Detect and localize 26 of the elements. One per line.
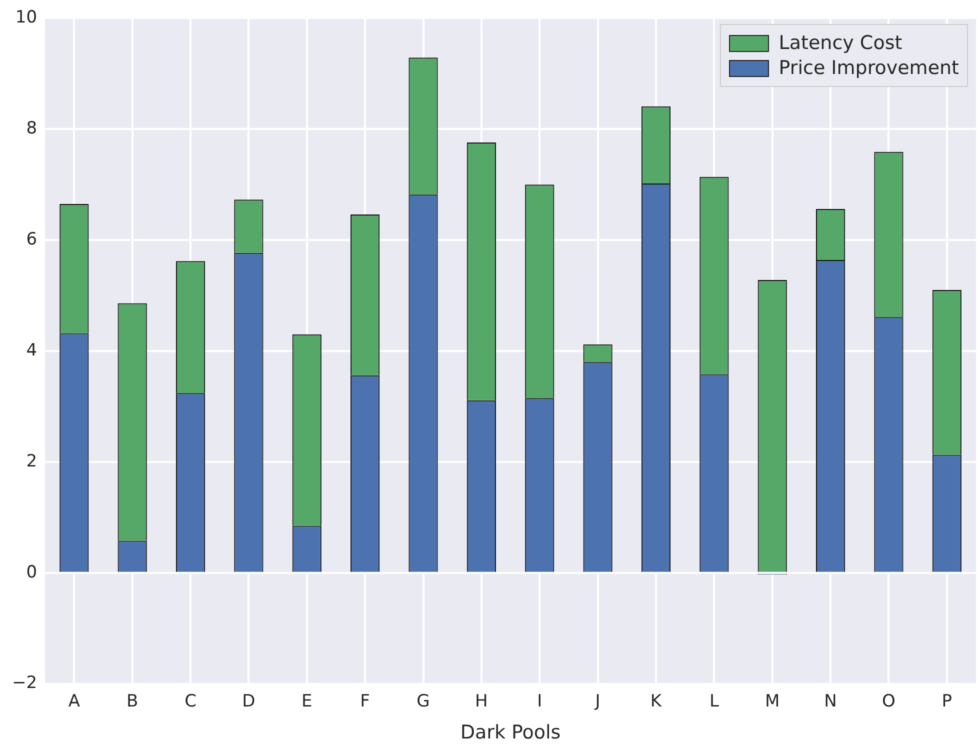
x-tick-label: N bbox=[824, 691, 837, 712]
x-tick-label: I bbox=[537, 691, 542, 712]
y-tick-label: 6 bbox=[26, 229, 38, 250]
y-tick-label: 10 bbox=[15, 8, 38, 28]
x-tick-label: J bbox=[594, 691, 600, 712]
x-tick-label: K bbox=[650, 691, 662, 712]
x-tick-label: M bbox=[765, 691, 780, 712]
x-tick-label: L bbox=[709, 691, 720, 712]
x-tick-label: O bbox=[882, 691, 896, 712]
x-tick-label: D bbox=[242, 691, 256, 712]
y-tick-label: 0 bbox=[26, 562, 38, 582]
x-tick-label: H bbox=[475, 691, 488, 712]
x-tick-label: B bbox=[126, 691, 138, 712]
legend-label: Price Improvement bbox=[778, 57, 959, 80]
x-tick-label: F bbox=[360, 691, 370, 712]
x-axis-title: Dark Pools bbox=[460, 722, 561, 744]
x-tick-label: A bbox=[68, 691, 80, 712]
legend-label: Latency Cost bbox=[778, 32, 902, 54]
x-tick-label: C bbox=[184, 691, 196, 712]
y-tick-label: 2 bbox=[26, 451, 38, 472]
x-tick-label: P bbox=[942, 691, 952, 712]
y-tick-label: 4 bbox=[26, 340, 38, 360]
x-tick-label: G bbox=[416, 691, 430, 712]
y-tick-label: −2 bbox=[12, 673, 38, 694]
x-tick-label: E bbox=[302, 691, 312, 712]
y-tick-label: 8 bbox=[26, 118, 38, 139]
